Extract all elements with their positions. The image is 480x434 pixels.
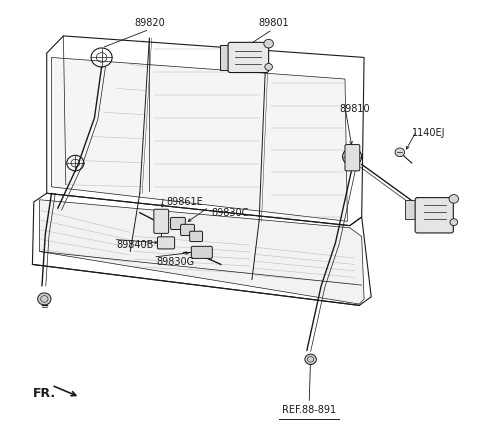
Text: 89810: 89810: [339, 104, 370, 114]
FancyBboxPatch shape: [180, 224, 194, 236]
FancyBboxPatch shape: [345, 145, 360, 171]
Text: 89830G: 89830G: [156, 257, 194, 267]
FancyBboxPatch shape: [190, 231, 203, 242]
Polygon shape: [39, 200, 364, 304]
Text: 1140EJ: 1140EJ: [412, 128, 445, 138]
FancyBboxPatch shape: [405, 200, 420, 219]
Text: 89830C: 89830C: [211, 208, 249, 218]
Text: 89840B: 89840B: [116, 240, 153, 250]
FancyBboxPatch shape: [154, 209, 168, 233]
Text: FR.: FR.: [33, 387, 56, 400]
Text: 89820: 89820: [134, 18, 165, 28]
FancyBboxPatch shape: [228, 43, 269, 72]
FancyBboxPatch shape: [220, 45, 232, 70]
FancyBboxPatch shape: [157, 237, 175, 249]
FancyBboxPatch shape: [415, 197, 453, 233]
Text: REF.88-891: REF.88-891: [282, 405, 336, 415]
FancyBboxPatch shape: [170, 217, 185, 230]
Circle shape: [264, 39, 274, 48]
Circle shape: [37, 293, 51, 305]
Circle shape: [449, 194, 458, 203]
Circle shape: [265, 63, 273, 70]
Circle shape: [395, 148, 405, 157]
FancyBboxPatch shape: [192, 247, 212, 258]
Circle shape: [450, 219, 457, 226]
Circle shape: [305, 354, 316, 365]
Text: 89801: 89801: [258, 18, 288, 28]
Polygon shape: [51, 57, 348, 221]
Text: 89861E: 89861E: [166, 197, 203, 207]
